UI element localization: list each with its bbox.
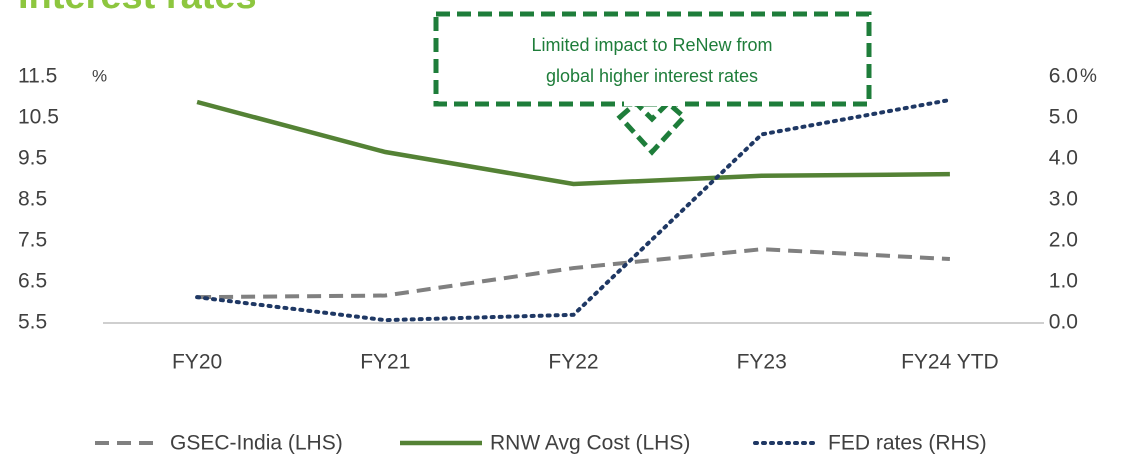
series-line [196, 99, 950, 187]
annotation-line: global higher interest rates [546, 66, 758, 86]
y-tick-label: 6.5 [18, 270, 47, 293]
x-tick-label: FY22 [548, 351, 598, 374]
y2-tick-label: 2.0 [1049, 229, 1078, 252]
legend-label: RNW Avg Cost (LHS) [490, 432, 690, 455]
y-tick-label: 11.5 [18, 65, 57, 88]
y2-tick-label: 0.0 [1049, 311, 1078, 334]
y-tick-label: 10.5 [18, 106, 59, 129]
y2-tick-label: 4.0 [1049, 147, 1078, 170]
annotation-box [433, 11, 872, 107]
legend-label: FED rates (RHS) [828, 432, 987, 455]
y-tick-label: 5.5 [18, 311, 47, 334]
y-tick-label: 8.5 [18, 188, 47, 211]
y2-tick-label: 6.0 [1049, 65, 1078, 88]
legend-label: GSEC-India (LHS) [170, 432, 343, 455]
y-tick-label: 9.5 [18, 147, 47, 170]
x-tick-label: FY24 YTD [901, 351, 999, 374]
annotation-line: Limited impact to ReNew from [531, 35, 772, 55]
y2-tick-label: 1.0 [1049, 270, 1078, 293]
series-line [197, 247, 951, 300]
y2-tick-label: 3.0 [1049, 188, 1078, 211]
x-tick-label: FY21 [360, 351, 410, 374]
y-tick-label: 7.5 [18, 229, 47, 252]
y2-tick-label: 5.0 [1049, 106, 1078, 129]
chart-title: Interest rates [18, 0, 257, 17]
y2-unit: % [1080, 66, 1097, 87]
arrow-join [624, 98, 680, 106]
y-unit: % [92, 66, 107, 85]
x-tick-label: FY20 [172, 351, 222, 374]
x-tick-label: FY23 [737, 351, 787, 374]
annotation-arrow [616, 99, 688, 156]
series-line [195, 97, 952, 323]
